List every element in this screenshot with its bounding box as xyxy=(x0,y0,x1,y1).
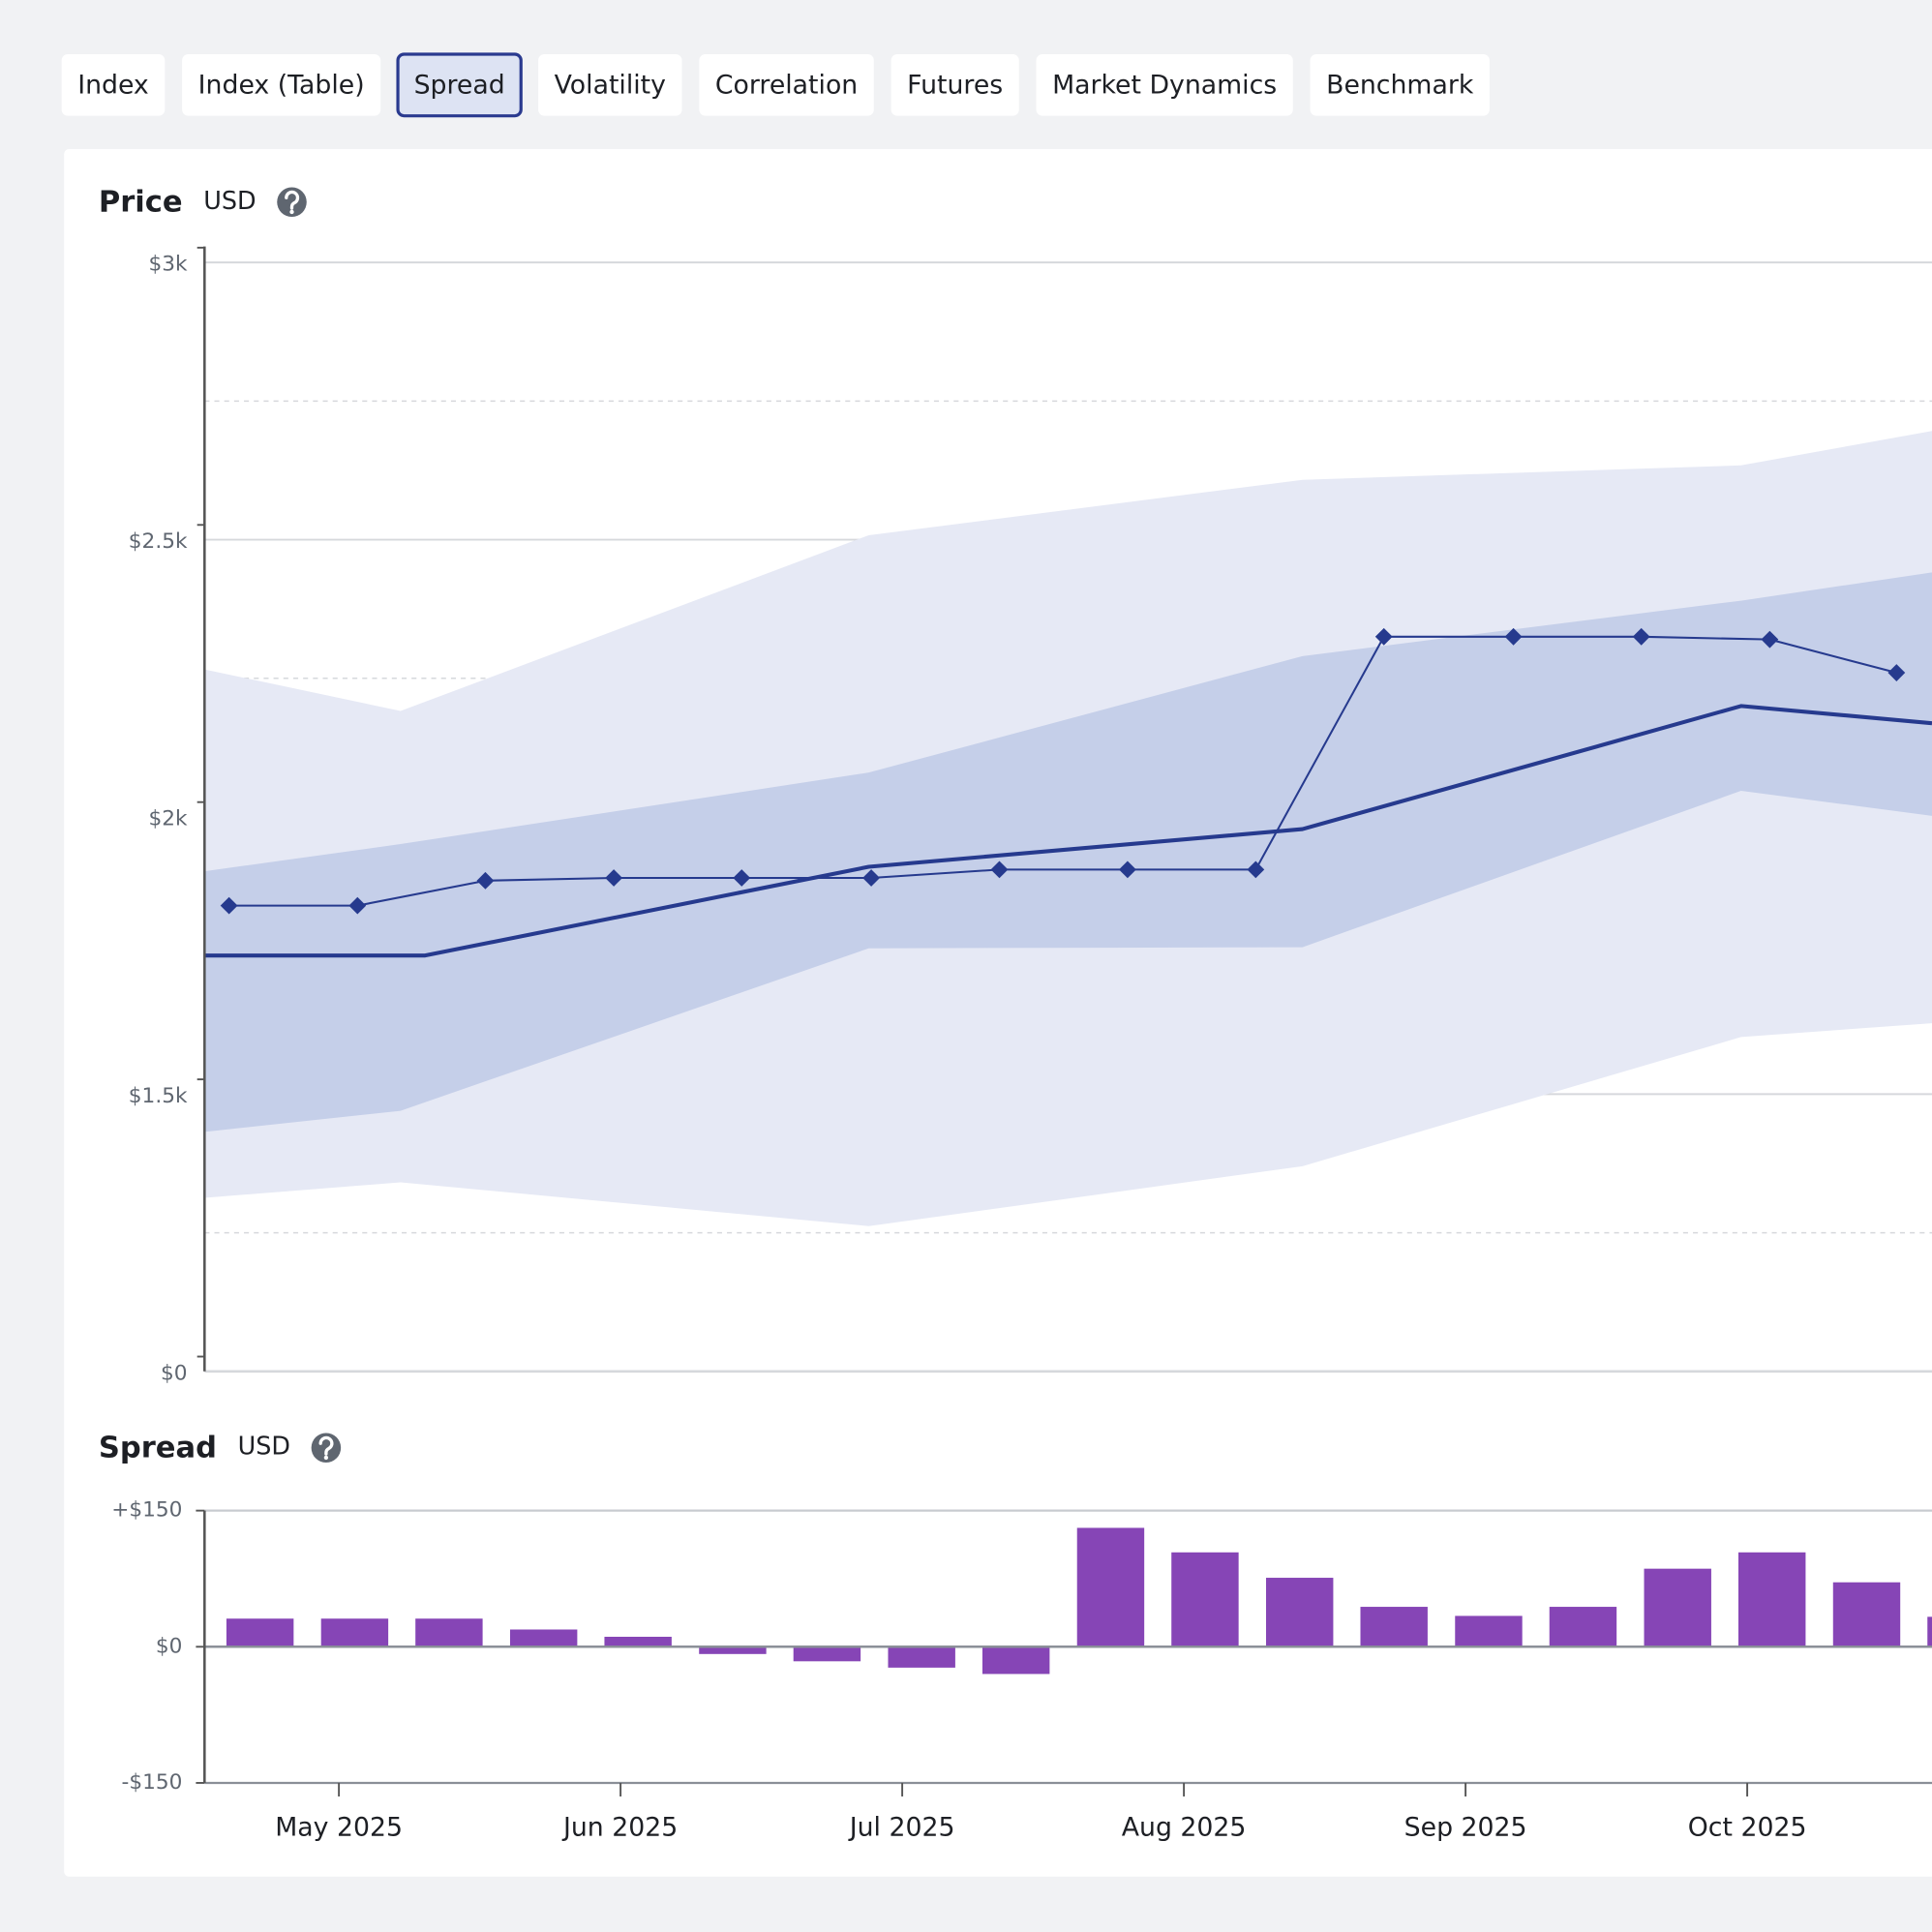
y-tick-label: $0 xyxy=(161,1361,188,1385)
x-tick-label: Jun 2025 xyxy=(561,1813,678,1843)
tab[interactable]: Correlation xyxy=(699,54,874,116)
marker xyxy=(733,869,751,887)
price-line xyxy=(228,635,1897,907)
bar xyxy=(699,1646,767,1654)
tab-label[interactable]: Benchmark xyxy=(1326,71,1474,101)
tab-background[interactable] xyxy=(182,54,381,116)
bar xyxy=(1832,1582,1901,1647)
marker xyxy=(1887,664,1906,681)
bar xyxy=(1171,1552,1239,1647)
bar xyxy=(604,1636,672,1647)
unit-label: USD xyxy=(238,1433,290,1462)
marker xyxy=(605,869,623,887)
y-tick-label: $0 xyxy=(156,1634,183,1658)
tab-background[interactable] xyxy=(891,54,1019,116)
marker xyxy=(1504,627,1523,646)
tab-label[interactable]: Index (Table) xyxy=(198,71,365,101)
tab[interactable]: Index (Table) xyxy=(182,54,381,116)
tab-background[interactable] xyxy=(61,54,166,116)
bar xyxy=(1076,1527,1145,1647)
price-line xyxy=(204,704,1932,958)
marker xyxy=(1632,627,1650,646)
tab-background[interactable] xyxy=(396,52,523,118)
marker xyxy=(348,896,367,915)
help-icon-glyph xyxy=(285,190,300,210)
band xyxy=(204,572,1932,1132)
tab[interactable]: Spread xyxy=(396,52,523,118)
bar xyxy=(888,1646,955,1668)
bar xyxy=(1266,1578,1334,1647)
y-tick-label: -$150 xyxy=(122,1770,183,1795)
tab-label[interactable]: Market Dynamics xyxy=(1052,71,1277,101)
marker xyxy=(220,896,238,915)
y-tick-label: $1.5k xyxy=(129,1084,188,1108)
unit-label: USD xyxy=(203,187,256,216)
tab-background[interactable] xyxy=(1310,54,1490,116)
x-tick-label: Jul 2025 xyxy=(848,1813,955,1843)
bar xyxy=(509,1629,578,1647)
x-tick-label: May 2025 xyxy=(275,1813,403,1843)
tab-label[interactable]: Volatility xyxy=(555,71,667,101)
bar xyxy=(981,1646,1050,1675)
bar xyxy=(320,1618,389,1647)
chart-title: Price xyxy=(99,186,183,220)
tab-label[interactable]: Spread xyxy=(414,71,505,101)
help-icon xyxy=(311,1433,342,1464)
tab-label[interactable]: Correlation xyxy=(715,71,858,101)
bar xyxy=(226,1618,294,1647)
bar xyxy=(1927,1616,1932,1647)
tab[interactable]: Benchmark xyxy=(1310,54,1490,116)
bar xyxy=(793,1646,861,1662)
help-icon-glyph xyxy=(318,1435,334,1456)
tab-background[interactable] xyxy=(699,54,874,116)
x-tick-label: Sep 2025 xyxy=(1404,1813,1527,1843)
y-tick-label: $2k xyxy=(148,807,188,831)
bar xyxy=(1738,1552,1806,1647)
marker xyxy=(862,869,881,887)
tab-label[interactable]: Futures xyxy=(907,71,1003,101)
bar xyxy=(1360,1607,1428,1647)
marker xyxy=(1374,627,1393,646)
tab-background[interactable] xyxy=(1036,54,1293,116)
y-tick-label: $3k xyxy=(148,253,188,277)
x-tick-label: Oct 2025 xyxy=(1688,1813,1807,1843)
y-tick-label: $2.5k xyxy=(129,529,188,554)
help-icon-dot xyxy=(323,1455,329,1461)
bar xyxy=(1549,1607,1617,1647)
chart-title: Spread xyxy=(99,1432,217,1465)
tab[interactable]: Futures xyxy=(891,54,1019,116)
help-icon-dot xyxy=(289,209,294,215)
tab-label[interactable]: Index xyxy=(77,71,149,101)
bar xyxy=(1644,1568,1711,1647)
tab[interactable]: Index xyxy=(61,54,166,116)
y-tick-label: +$150 xyxy=(111,1498,182,1523)
bar xyxy=(415,1618,483,1647)
help-icon xyxy=(277,187,307,218)
x-tick-label: Aug 2025 xyxy=(1122,1813,1247,1843)
bar xyxy=(1455,1615,1523,1647)
tab[interactable]: Volatility xyxy=(538,54,682,116)
tab[interactable]: Market Dynamics xyxy=(1036,54,1293,116)
tab-background[interactable] xyxy=(538,54,682,116)
